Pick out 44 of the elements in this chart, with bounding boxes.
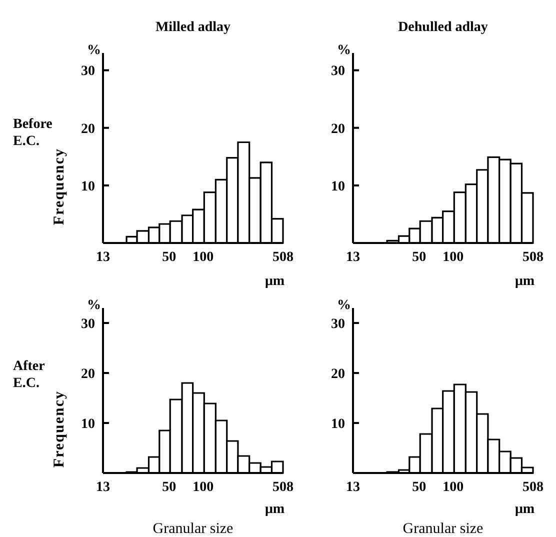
x-tick-label: 508	[272, 250, 294, 265]
y-tick-label: 10	[331, 179, 345, 194]
x-tick-label: 13	[346, 480, 360, 495]
x-tick-label: 100	[442, 250, 464, 265]
x-axis-title: Granular size	[152, 521, 234, 537]
y-tick-label: 20	[81, 366, 95, 382]
x-tick-label: 13	[96, 480, 110, 495]
text: Before E.C.	[13, 116, 53, 150]
x-tick-label: 508	[522, 250, 544, 265]
x-tick-label: 50	[412, 480, 426, 495]
text: μm	[515, 501, 535, 518]
x-tick-label: 100	[192, 250, 214, 265]
y-tick-label: 30	[331, 64, 345, 80]
text: %	[87, 297, 101, 314]
x-tick-label: 100	[442, 480, 464, 495]
x-tick-label: 50	[162, 480, 176, 495]
text: μm	[265, 273, 285, 290]
y-tick-label: 20	[331, 366, 345, 382]
y-tick-label: 10	[331, 416, 345, 432]
text: μm	[265, 501, 285, 518]
x-tick-label: 50	[412, 250, 426, 265]
chart-title: Milled adlay	[154, 20, 232, 36]
chart-title: Dehulled adlay	[397, 20, 489, 36]
x-tick-label: 13	[346, 250, 360, 265]
x-axis-title: Granular size	[402, 521, 484, 537]
y-tick-label: 30	[81, 316, 95, 332]
y-tick-label: 30	[331, 316, 345, 332]
text: After E.C.	[13, 358, 46, 392]
y-tick-label: 20	[81, 122, 95, 137]
x-tick-label: 50	[162, 250, 176, 265]
text: %	[337, 297, 351, 314]
x-tick-label: 13	[96, 250, 110, 265]
text: %	[87, 42, 101, 59]
x-tick-label: 100	[192, 480, 214, 495]
y-tick-label: 30	[81, 64, 95, 80]
x-tick-label: 508	[272, 480, 294, 495]
y-axis-title: Frequency	[51, 148, 68, 226]
y-tick-label: 10	[81, 416, 95, 432]
y-tick-label: 10	[81, 179, 95, 194]
y-axis-title: Frequency	[51, 390, 68, 468]
text: μm	[515, 273, 535, 290]
text: %	[337, 42, 351, 59]
x-tick-label: 508	[522, 480, 544, 495]
y-tick-label: 20	[331, 122, 345, 137]
